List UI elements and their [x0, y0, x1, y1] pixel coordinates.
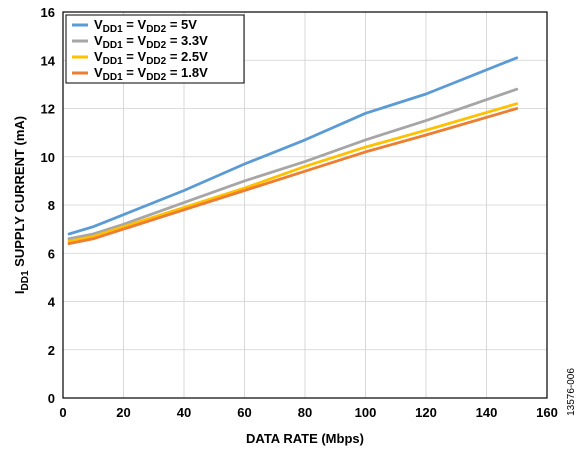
- y-axis-label: IDD1 SUPPLY CURRENT (mA): [12, 116, 31, 294]
- figure-id: 13576-006: [566, 368, 577, 416]
- x-tick-label: 160: [536, 405, 558, 420]
- x-tick-label: 0: [59, 405, 66, 420]
- y-tick-label: 10: [41, 150, 55, 165]
- legend-box: [65, 14, 245, 84]
- tick-labels: 0 20 40 60 80 100 120 140 160 0 2 4 6 8 10 12 14 16: [41, 5, 558, 420]
- x-tick-label: 140: [476, 405, 498, 420]
- legend-entry: VDD1 = VDD2 = 1.8V: [72, 65, 208, 83]
- x-tick-label: 20: [116, 405, 130, 420]
- plot-frame: [62, 11, 548, 399]
- x-tick-label: 60: [237, 405, 251, 420]
- legend-label: VDD1 = VDD2 = 5V: [94, 17, 197, 35]
- x-tick-label: 120: [415, 405, 437, 420]
- y-tick-label: 8: [48, 198, 55, 213]
- y-tick-label: 0: [48, 391, 55, 406]
- y-tick-label: 6: [48, 246, 55, 261]
- legend-entry: VDD1 = VDD2 = 5V: [72, 17, 197, 35]
- legend-label: VDD1 = VDD2 = 2.5V: [94, 49, 208, 67]
- y-tick-label: 4: [48, 295, 56, 310]
- legend-label: VDD1 = VDD2 = 1.8V: [94, 65, 208, 83]
- x-tick-label: 80: [298, 405, 312, 420]
- legend-entry: VDD1 = VDD2 = 3.3V: [72, 33, 208, 51]
- legend-label: VDD1 = VDD2 = 3.3V: [94, 33, 208, 51]
- y-tick-label: 2: [48, 343, 55, 358]
- series-line: [67, 102, 519, 243]
- series-line: [67, 56, 519, 236]
- y-tick-label: 16: [41, 5, 55, 20]
- series-line: [67, 107, 519, 246]
- x-tick-label: 40: [177, 405, 191, 420]
- series-line: [67, 87, 519, 241]
- x-tick-label: 100: [355, 405, 377, 420]
- series-layer: [67, 56, 519, 246]
- grid: [63, 12, 547, 398]
- legend-entry: VDD1 = VDD2 = 2.5V: [72, 49, 208, 67]
- y-tick-label: 12: [41, 102, 55, 117]
- x-axis-label: DATA RATE (Mbps): [246, 431, 364, 446]
- y-tick-label: 14: [41, 53, 56, 68]
